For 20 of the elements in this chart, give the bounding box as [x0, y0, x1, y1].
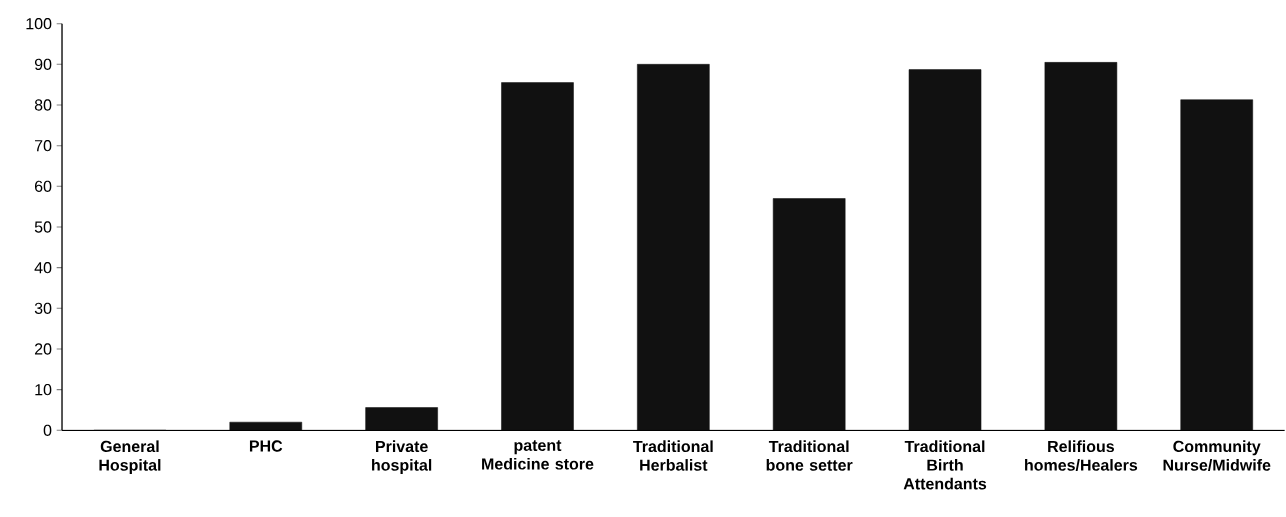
y-tick-label: 0 — [43, 424, 52, 436]
x-tick-label: Relifious homes/Healers — [1025, 440, 1138, 471]
x-tick-label: Traditional bone setter — [766, 440, 853, 471]
x-tick-label: patent Medicine store — [482, 440, 594, 470]
x-tick-label: Traditional Birth Attendants — [903, 440, 987, 490]
y-tick-label: 90 — [34, 58, 52, 70]
y-tick-label: 40 — [34, 262, 52, 274]
y-tick-label: 100 — [26, 18, 52, 30]
x-tick-label: Community Nurse/Midwife — [1163, 440, 1271, 471]
y-tick-label: 70 — [34, 140, 52, 152]
y-tick-label: 80 — [34, 99, 52, 111]
x-tick-label: PHC — [249, 440, 283, 452]
y-tick-label: 60 — [34, 180, 52, 192]
y-tick-label: 30 — [34, 302, 52, 314]
x-tick-label: General Hospital — [99, 440, 161, 474]
x-tick-label: Private hospital — [372, 440, 432, 474]
y-tick-label: 10 — [35, 384, 52, 396]
y-tick-label: 20 — [34, 343, 52, 355]
x-tick-label: Traditional Herbalist — [633, 440, 713, 471]
y-tick-label: 50 — [34, 221, 52, 233]
